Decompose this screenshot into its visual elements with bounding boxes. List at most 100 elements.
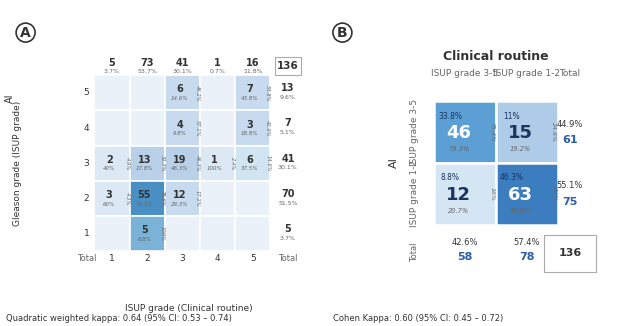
Bar xyxy=(94,146,129,181)
Text: 60%: 60% xyxy=(103,201,115,207)
Text: 7: 7 xyxy=(246,84,253,94)
Bar xyxy=(200,111,235,146)
Text: 100%: 100% xyxy=(207,166,223,171)
Text: 7: 7 xyxy=(285,118,291,128)
Text: 30.1%: 30.1% xyxy=(278,165,298,170)
Bar xyxy=(496,101,557,163)
Text: 51.5%: 51.5% xyxy=(278,200,298,205)
Bar xyxy=(434,101,496,163)
Text: 55.1%: 55.1% xyxy=(557,181,583,190)
Text: 2.4%: 2.4% xyxy=(230,156,235,170)
Text: 5.1%: 5.1% xyxy=(280,130,296,135)
Text: 61: 61 xyxy=(562,135,578,145)
Text: 100%: 100% xyxy=(160,226,164,241)
Text: 17.8%: 17.8% xyxy=(136,166,153,171)
Text: 42.6%: 42.6% xyxy=(452,238,478,246)
Text: 13: 13 xyxy=(138,155,151,165)
Text: Total: Total xyxy=(559,69,580,78)
Text: ISUP grade (Clinical routine): ISUP grade (Clinical routine) xyxy=(125,304,253,313)
Text: 40%: 40% xyxy=(103,166,115,171)
Text: 57.1%: 57.1% xyxy=(195,120,200,137)
Text: 79.3%: 79.3% xyxy=(448,146,469,153)
Text: 0.7%: 0.7% xyxy=(209,68,225,74)
Text: 5: 5 xyxy=(285,224,291,234)
Text: 16%: 16% xyxy=(490,187,495,201)
Text: 53.7%: 53.7% xyxy=(137,68,157,74)
Text: 46.3%: 46.3% xyxy=(195,155,200,171)
Bar xyxy=(235,181,270,216)
Bar xyxy=(164,216,200,251)
Bar xyxy=(94,75,129,111)
Text: 70: 70 xyxy=(281,189,294,199)
Bar xyxy=(235,216,270,251)
Bar xyxy=(129,181,164,216)
Text: 19.2%: 19.2% xyxy=(510,146,531,153)
Bar xyxy=(164,75,200,111)
Text: 4: 4 xyxy=(84,124,90,133)
Text: 4.9%: 4.9% xyxy=(125,156,129,170)
Text: 24.6%: 24.6% xyxy=(552,122,556,142)
Text: 12: 12 xyxy=(446,186,471,204)
Text: 18.8%: 18.8% xyxy=(241,131,259,136)
Bar xyxy=(94,111,129,146)
Bar xyxy=(496,163,557,225)
Text: 1: 1 xyxy=(84,229,90,238)
Text: 20.7%: 20.7% xyxy=(448,208,469,214)
Text: Total: Total xyxy=(410,243,419,262)
Text: 31.7%: 31.7% xyxy=(160,155,164,171)
Text: ISUP grade 1-2: ISUP grade 1-2 xyxy=(410,160,419,227)
Text: 4: 4 xyxy=(176,120,183,129)
Text: 3: 3 xyxy=(84,159,90,168)
Text: 6.8%: 6.8% xyxy=(138,237,151,242)
Text: 3.7%: 3.7% xyxy=(280,236,296,241)
Bar xyxy=(164,146,200,181)
Bar xyxy=(200,216,235,251)
Text: 53.8%: 53.8% xyxy=(266,84,270,101)
Text: 1: 1 xyxy=(211,155,218,165)
Text: 63: 63 xyxy=(508,186,533,204)
Text: 3: 3 xyxy=(106,190,113,200)
Text: 2: 2 xyxy=(84,194,90,203)
Bar xyxy=(164,181,200,216)
Text: 80.8%: 80.8% xyxy=(510,208,531,214)
Text: ISUP grade 1-2: ISUP grade 1-2 xyxy=(493,69,560,78)
Bar xyxy=(200,181,235,216)
Text: 13: 13 xyxy=(281,83,294,93)
Text: 55: 55 xyxy=(138,190,151,200)
Bar xyxy=(164,111,200,146)
Text: 15: 15 xyxy=(508,124,533,142)
Text: 30.1%: 30.1% xyxy=(172,68,192,74)
Text: 78.6%: 78.6% xyxy=(160,190,164,207)
Text: 33.8%: 33.8% xyxy=(438,111,462,121)
Text: 8.8%: 8.8% xyxy=(441,173,460,182)
Text: ISUP grade 3-5: ISUP grade 3-5 xyxy=(431,69,499,78)
Text: 9.6%: 9.6% xyxy=(280,95,296,100)
Text: 57.4%: 57.4% xyxy=(513,238,540,246)
Text: 46.2%: 46.2% xyxy=(195,84,200,101)
Text: 3: 3 xyxy=(246,120,253,129)
Text: AI: AI xyxy=(389,157,399,169)
Text: Cohen Kappa: 0.60 (95% CI: 0.45 – 0.72): Cohen Kappa: 0.60 (95% CI: 0.45 – 0.72) xyxy=(333,314,503,323)
Bar xyxy=(129,111,164,146)
Text: 75.4%: 75.4% xyxy=(490,122,495,142)
Text: Gleason grade (ISUP grade): Gleason grade (ISUP grade) xyxy=(13,100,22,226)
Text: 5: 5 xyxy=(109,58,115,68)
Text: 4.3%: 4.3% xyxy=(125,192,129,205)
Bar xyxy=(235,75,270,111)
Text: 2: 2 xyxy=(145,255,150,263)
Text: 6: 6 xyxy=(246,155,253,165)
Text: 14.6%: 14.6% xyxy=(266,155,270,171)
Text: 43.8%: 43.8% xyxy=(241,96,259,101)
FancyBboxPatch shape xyxy=(544,235,596,272)
Text: 44.9%: 44.9% xyxy=(557,120,583,128)
Text: 16: 16 xyxy=(246,58,259,68)
Bar xyxy=(200,75,235,111)
Text: 46: 46 xyxy=(446,124,471,142)
Text: 41: 41 xyxy=(281,154,294,164)
Text: 46.3%: 46.3% xyxy=(171,166,188,171)
Text: 11%: 11% xyxy=(504,111,520,121)
Bar xyxy=(94,181,129,216)
Bar xyxy=(434,163,496,225)
Text: Total: Total xyxy=(278,255,298,263)
Text: 5: 5 xyxy=(141,225,148,235)
